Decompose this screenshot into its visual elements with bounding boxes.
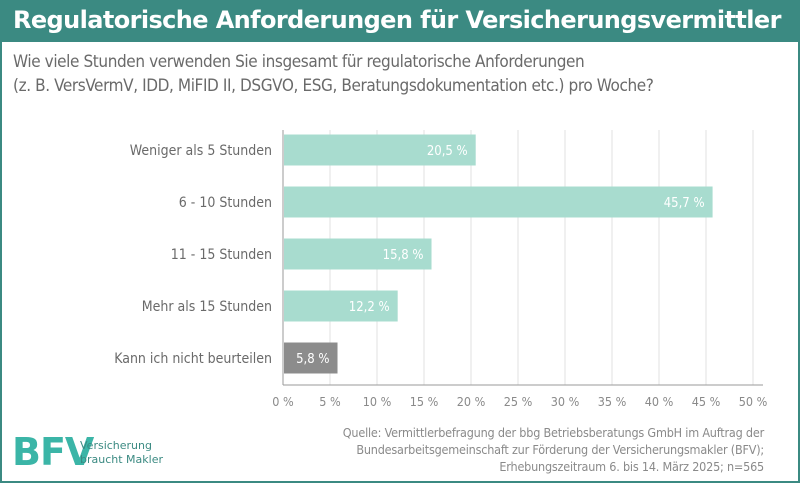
axis-layer: 0 % 5 % 10 % 15 % 20 % 25 % 30 % 35 % 40 % 45 % 50… [114,130,768,409]
logo-tagline-line-1: Versicherung [80,439,152,452]
category-label: Mehr als 15 Stunden [142,299,272,315]
x-tick-label: 0 % [272,394,294,409]
logo-mark: BFV [12,430,94,474]
subtitle-line-1: Wie viele Stunden verwenden Sie insgesam… [13,52,585,72]
x-tick-label: 35 % [598,394,627,409]
bars-layer: 20,5 % 45,7 % 15,8 % 12,2 % 5,8 % [284,134,713,374]
chart-subtitle: Wie viele Stunden verwenden Sie insgesam… [13,50,654,98]
x-tick-label: 15 % [410,394,439,409]
bar [284,290,398,322]
logo-tagline-line-2: braucht Makler [80,453,163,466]
bar [284,134,476,166]
logo-tagline: Versicherung braucht Makler [80,439,163,467]
subtitle-line-2: (z. B. VersVermV, IDD, MiFID II, DSGVO, … [13,76,654,96]
bar [284,186,713,218]
title-bar: Regulatorische Anforderungen für Versich… [0,0,800,42]
x-tick-label: 45 % [692,394,721,409]
x-tick-label: 25 % [504,394,533,409]
bar-value-label: 20,5 % [427,144,468,159]
x-tick-label: 50 % [739,394,768,409]
source-note: Quelle: Vermittlerbefragung der bbg Betr… [343,424,764,475]
x-tick-label: 5 % [319,394,341,409]
category-label: Kann ich nicht beurteilen [114,351,272,367]
bar-value-label: 5,8 % [296,352,329,367]
x-tick-label: 30 % [551,394,580,409]
bar [284,342,338,374]
bar [284,238,432,270]
bar-value-label: 45,7 % [664,196,705,211]
source-line-2: Bundesarbeitsgemeinschaft zur Förderung … [356,442,764,457]
category-label: 11 - 15 Stunden [171,247,272,263]
chart-title: Regulatorische Anforderungen für Versich… [13,6,781,34]
bar-value-label: 15,8 % [383,248,424,263]
category-label: Weniger als 5 Stunden [130,143,272,159]
x-tick-label: 10 % [363,394,392,409]
x-tick-label: 40 % [645,394,674,409]
bar-value-label: 12,2 % [349,300,390,315]
source-line-1: Quelle: Vermittlerbefragung der bbg Betr… [342,425,764,440]
category-label: 6 - 10 Stunden [179,195,272,211]
x-tick-label: 20 % [457,394,486,409]
source-line-3: Erhebungszeitraum 6. bis 14. März 2025; … [499,459,764,474]
